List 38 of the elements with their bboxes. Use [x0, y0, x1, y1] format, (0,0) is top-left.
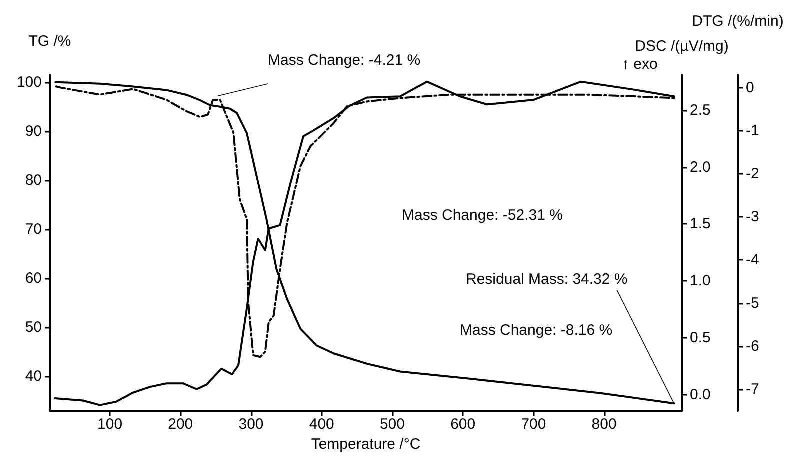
y2-tick-label: 2.5: [690, 102, 711, 119]
y3-tick-label: -3: [746, 208, 760, 226]
x-tick-label: 400: [309, 416, 334, 433]
annotation: Residual Mass: 34.32 %: [466, 271, 628, 288]
x-tick-label: 300: [238, 416, 264, 433]
y2-tick-label: 2.0: [690, 158, 711, 176]
y-tick-label: 90: [25, 122, 42, 140]
y3-tick-label: -7: [746, 380, 760, 398]
x-tick-label: 200: [168, 416, 194, 433]
x-tick-label: 600: [450, 416, 476, 433]
y-tick-label: 60: [25, 270, 42, 288]
y3-tick-label: 0: [746, 79, 754, 96]
y2-tick-label: 0.5: [690, 330, 711, 347]
y-axis-title: TG /%: [28, 33, 72, 50]
y3-tick-label: -2: [746, 166, 760, 183]
x-tick-label: 100: [98, 416, 123, 433]
y-tick-label: 70: [25, 221, 42, 238]
y-tick-label: 40: [25, 368, 42, 386]
y2-tick-label: 0.0: [690, 386, 711, 404]
y2-axis-title: DSC /(µV/mg): [635, 38, 729, 55]
x-tick-label: 800: [592, 416, 617, 433]
y3-tick-label: -4: [746, 252, 760, 269]
y2-tick-label: 1.0: [690, 272, 711, 290]
y3-axis-title: DTG /(%/min): [692, 13, 784, 30]
annotation: Mass Change: -52.31 %: [402, 207, 563, 224]
x-tick-label: 700: [521, 416, 546, 433]
y2-tick-label: 1.5: [690, 216, 711, 233]
y3-tick-label: -6: [746, 338, 760, 355]
y-tick-label: 80: [25, 172, 42, 189]
x-axis-title: Temperature /°C: [311, 436, 421, 453]
x-tick-label: 500: [380, 416, 405, 433]
y3-tick-label: -5: [746, 294, 760, 312]
y3-tick-label: -1: [746, 122, 760, 140]
annotation: Mass Change: -8.16 %: [460, 322, 613, 339]
annotation: Mass Change: -4.21 %: [268, 52, 421, 69]
y-tick-label: 50: [25, 319, 42, 336]
y-tick-label: 100: [16, 74, 42, 91]
text: ↑ exo: [622, 56, 658, 73]
